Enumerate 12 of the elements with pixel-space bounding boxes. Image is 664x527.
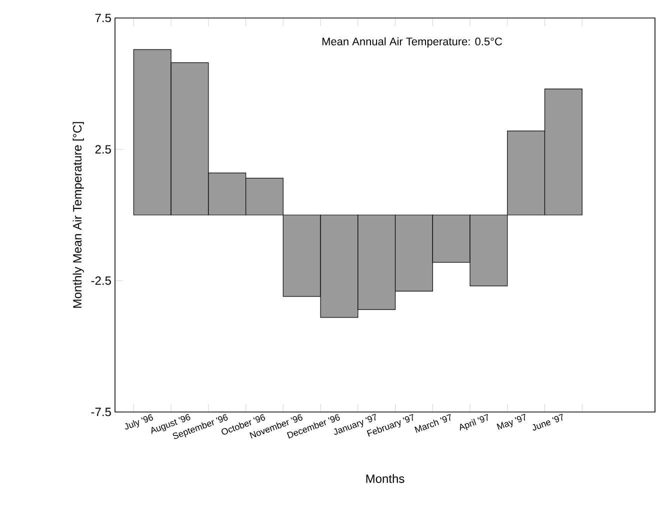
x-tick-label: April '97 (460, 414, 488, 431)
x-axis-title: Months (366, 474, 404, 483)
annotation: Mean Annual Air Temperature: 0.5°C (322, 37, 502, 48)
y-tick-label: 7.5 (95, 14, 111, 22)
y-tick-label: -7.5 (91, 408, 111, 416)
y-axis-title: Monthly Mean Air Temperature [°C] (72, 122, 84, 308)
x-tick-label: March '97 (414, 414, 451, 433)
x-tick-label: July '96 (125, 414, 153, 430)
x-tick-label: June '97 (532, 414, 563, 431)
x-tick-label: May '97 (496, 414, 526, 430)
y-tick-label: 2.5 (95, 145, 111, 154)
y-tick-label: -2.5 (91, 276, 111, 285)
